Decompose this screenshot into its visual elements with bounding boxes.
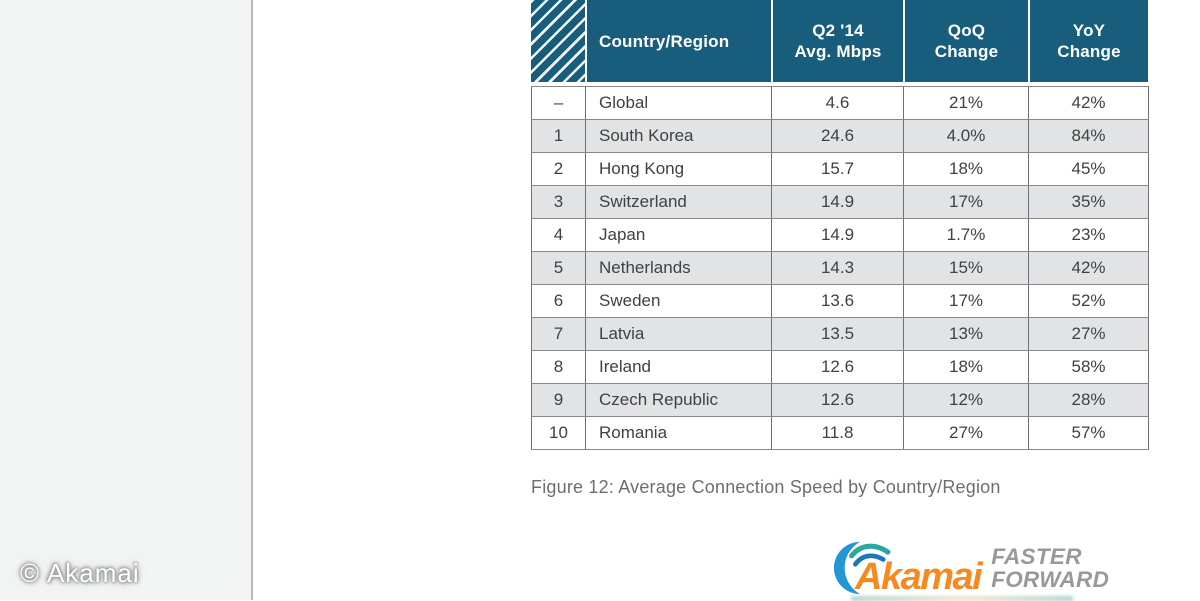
cell-rank: 3 <box>531 185 586 219</box>
table-row: 2 Hong Kong 15.7 18% 45% <box>531 152 1149 186</box>
cell-yoy: 42% <box>1028 251 1149 285</box>
cell-country: Latvia <box>585 317 772 351</box>
header-qoq-change: QoQ Change <box>903 0 1028 82</box>
table-row: 9 Czech Republic 12.6 12% 28% <box>531 383 1149 417</box>
cell-yoy: 28% <box>1028 383 1149 417</box>
cell-qoq: 27% <box>903 416 1029 450</box>
cell-qoq: 15% <box>903 251 1029 285</box>
logo-wave-blue <box>853 553 886 567</box>
copyright-watermark: © Akamai <box>20 558 140 588</box>
cell-rank: 1 <box>531 119 586 153</box>
table-body: – Global 4.6 21% 42% 1 South Korea 24.6 4.0% 84% 2… <box>531 86 1149 450</box>
cell-rank: 4 <box>531 218 586 252</box>
cell-mbps: 13.5 <box>771 317 904 351</box>
cell-country: South Korea <box>585 119 772 153</box>
cell-qoq: 18% <box>903 350 1029 384</box>
table-row: 4 Japan 14.9 1.7% 23% <box>531 218 1149 252</box>
header-country-label: Country/Region <box>599 31 730 51</box>
cell-country: Sweden <box>585 284 772 318</box>
table-row: 10 Romania 11.8 27% 57% <box>531 416 1149 450</box>
cell-qoq: 17% <box>903 284 1029 318</box>
table-header-row: Country/Region Q2 '14 Avg. Mbps QoQ Chan… <box>531 0 1148 82</box>
cell-mbps: 14.9 <box>771 185 904 219</box>
cell-yoy: 27% <box>1028 317 1149 351</box>
header-qoq-line1: QoQ <box>947 21 986 40</box>
akamai-wave-icon <box>833 541 891 594</box>
table-row: 6 Sweden 13.6 17% 52% <box>531 284 1149 318</box>
table-row: – Global 4.6 21% 42% <box>531 86 1149 120</box>
table-row: 3 Switzerland 14.9 17% 35% <box>531 185 1149 219</box>
cell-qoq: 21% <box>903 86 1029 120</box>
cell-country: Global <box>585 86 772 120</box>
cell-qoq: 18% <box>903 152 1029 186</box>
cell-qoq: 1.7% <box>903 218 1029 252</box>
akamai-logo: Akamai FASTER FORWARD <box>829 540 1200 599</box>
cell-country: Japan <box>585 218 772 252</box>
cell-mbps: 12.6 <box>771 350 904 384</box>
cell-mbps: 12.6 <box>771 383 904 417</box>
table-row: 5 Netherlands 14.3 15% 42% <box>531 251 1149 285</box>
cell-rank: 7 <box>531 317 586 351</box>
cell-yoy: 52% <box>1028 284 1149 318</box>
cell-yoy: 45% <box>1028 152 1149 186</box>
cell-mbps: 4.6 <box>771 86 904 120</box>
report-page: Country/Region Q2 '14 Avg. Mbps QoQ Chan… <box>253 0 1200 601</box>
header-q2-avg-mbps: Q2 '14 Avg. Mbps <box>771 0 903 82</box>
cell-qoq: 13% <box>903 317 1029 351</box>
table-row: 1 South Korea 24.6 4.0% 84% <box>531 119 1149 153</box>
cell-country: Switzerland <box>585 185 772 219</box>
cell-country: Ireland <box>585 350 772 384</box>
logo-crescent <box>833 541 860 594</box>
connection-speed-table: – Global 4.6 21% 42% 1 South Korea 24.6 4.0% 84% 2… <box>531 86 1149 450</box>
cell-mbps: 24.6 <box>771 119 904 153</box>
cell-mbps: 14.9 <box>771 218 904 252</box>
cell-mbps: 13.6 <box>771 284 904 318</box>
cell-yoy: 35% <box>1028 185 1149 219</box>
cell-country: Czech Republic <box>585 383 772 417</box>
photo-watermark-panel: © Akamai <box>0 0 251 600</box>
cell-yoy: 23% <box>1028 218 1149 252</box>
header-yoy-change: YoY Change <box>1028 0 1148 82</box>
cell-country: Netherlands <box>585 251 772 285</box>
cell-qoq: 4.0% <box>903 119 1029 153</box>
cell-rank: 9 <box>531 383 586 417</box>
table-row: 8 Ireland 12.6 18% 58% <box>531 350 1149 384</box>
cell-country: Hong Kong <box>585 152 772 186</box>
cell-yoy: 42% <box>1028 86 1149 120</box>
logo-tagline-text: FASTER FORWARD <box>991 544 1110 592</box>
cell-rank: 10 <box>531 416 586 450</box>
cutoff-footer-element <box>851 596 1073 601</box>
header-country-region: Country/Region <box>585 0 771 82</box>
header-yoy-line1: YoY <box>1072 21 1106 40</box>
cell-rank: – <box>531 86 586 120</box>
header-yoy-line2: Change <box>1057 42 1121 61</box>
header-mbps-line1: Q2 '14 <box>812 21 864 40</box>
logo-wave-teal <box>849 543 891 559</box>
cell-rank: 8 <box>531 350 586 384</box>
cell-qoq: 17% <box>903 185 1029 219</box>
header-qoq-line2: Change <box>934 42 999 61</box>
table-row: 7 Latvia 13.5 13% 27% <box>531 317 1149 351</box>
cell-rank: 2 <box>531 152 586 186</box>
cell-mbps: 11.8 <box>771 416 904 450</box>
cell-yoy: 84% <box>1028 119 1149 153</box>
header-mbps-line2: Avg. Mbps <box>794 42 882 61</box>
cell-mbps: 15.7 <box>771 152 904 186</box>
logo-brand-text: Akamai <box>855 556 983 599</box>
cell-country: Romania <box>585 416 772 450</box>
header-rank-hatch-cell <box>531 0 585 82</box>
cell-yoy: 57% <box>1028 416 1149 450</box>
figure-caption: Figure 12: Average Connection Speed by C… <box>531 477 1001 497</box>
cell-yoy: 58% <box>1028 350 1149 384</box>
cell-qoq: 12% <box>903 383 1029 417</box>
page-edge-divider <box>251 0 253 600</box>
cell-rank: 6 <box>531 284 586 318</box>
cell-rank: 5 <box>531 251 586 285</box>
cell-mbps: 14.3 <box>771 251 904 285</box>
